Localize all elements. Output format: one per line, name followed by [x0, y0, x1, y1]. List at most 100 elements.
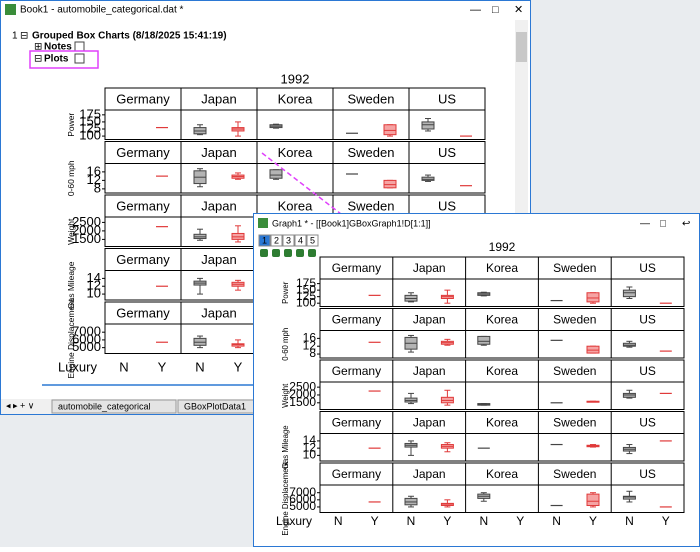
- link-arrow: [261, 152, 399, 259]
- group-label: Sweden: [553, 364, 596, 378]
- group-label: Sweden: [553, 416, 596, 430]
- close[interactable]: ✕: [514, 4, 523, 16]
- y-tick-label: 7000: [289, 485, 316, 499]
- x-tick-label: N: [195, 359, 204, 374]
- y-axis-label: Power: [66, 113, 76, 137]
- page-tab[interactable]: [270, 234, 283, 247]
- group-label: Japan: [201, 252, 236, 267]
- page-tab[interactable]: [294, 234, 307, 247]
- page-tab-label[interactable]: 1: [262, 235, 267, 245]
- y-tick-label: 6000: [289, 492, 316, 506]
- y-tick-label: 2500: [289, 379, 316, 393]
- group-label: Japan: [413, 364, 446, 378]
- group-label: Germany: [332, 261, 381, 275]
- page-tab-label[interactable]: 5: [310, 235, 315, 245]
- group-label: Korea: [486, 313, 518, 327]
- group-label: US: [639, 467, 656, 481]
- maximize[interactable]: □: [492, 4, 499, 16]
- group-label: Germany: [332, 467, 381, 481]
- layer-icons: [260, 249, 316, 257]
- page-tab[interactable]: [282, 234, 295, 247]
- tree-item[interactable]: Notes: [44, 42, 72, 53]
- page-tab[interactable]: [306, 234, 319, 247]
- y-axis-label: Weight: [281, 383, 290, 408]
- y-axis-label: 0-60 mph: [281, 328, 290, 361]
- box: [383, 124, 397, 136]
- y-tick-label: 150: [296, 282, 316, 296]
- minimize[interactable]: —: [640, 219, 650, 230]
- app-icon: [258, 218, 268, 228]
- y-axis-label: Gas Mileage: [281, 425, 290, 469]
- y-tick-label: 125: [296, 289, 316, 303]
- page-tab-label[interactable]: 2: [274, 235, 279, 245]
- y-tick-label: 1500: [72, 231, 101, 246]
- group-label: Germany: [332, 416, 381, 430]
- tree-toggle[interactable]: ⊟: [20, 31, 28, 42]
- dropdown[interactable]: [74, 53, 85, 64]
- layer-icon[interactable]: [296, 249, 304, 257]
- group-label: Japan: [201, 305, 236, 320]
- sheet-tab[interactable]: [51, 399, 177, 414]
- y-tick-label: 125: [79, 120, 101, 135]
- y-tick-label: 175: [296, 276, 316, 290]
- group-label: Japan: [413, 416, 446, 430]
- x-tick-label: N: [407, 514, 416, 528]
- layer-icon[interactable]: [284, 249, 292, 257]
- minimize[interactable]: —: [470, 4, 481, 16]
- group-label: US: [639, 364, 656, 378]
- box: [477, 335, 491, 345]
- title-bar: [1, 1, 530, 19]
- group-label: Japan: [201, 145, 236, 160]
- tree-toggle[interactable]: ⊟: [34, 54, 42, 65]
- page-tab-label[interactable]: 3: [286, 235, 291, 245]
- maximize[interactable]: □: [660, 219, 666, 230]
- window-title: Book1 - automobile_categorical.dat *: [20, 5, 184, 16]
- y-tick-label: 100: [79, 128, 101, 143]
- scroll-thumb[interactable]: [516, 32, 527, 62]
- group-label: Germany: [116, 91, 170, 106]
- window-title: Graph1 * - [[Book1]GBoxGraph1!D[1:1]]: [272, 218, 431, 228]
- layer-icon[interactable]: [308, 249, 316, 257]
- y-tick-label: 14: [303, 433, 317, 447]
- layer-icon[interactable]: [260, 249, 268, 257]
- y-tick-label: 16: [87, 163, 101, 178]
- x-tick-label: N: [625, 514, 634, 528]
- group-label: Japan: [413, 467, 446, 481]
- box: [383, 179, 397, 189]
- page-tab[interactable]: [258, 234, 271, 247]
- page-tab-label[interactable]: 4: [298, 235, 303, 245]
- group-label: Sweden: [348, 145, 395, 160]
- y-tick-label: 2000: [289, 387, 316, 401]
- box: [586, 493, 600, 507]
- y-tick-label: 10: [303, 448, 317, 462]
- group-label: Germany: [332, 364, 381, 378]
- sheet-tab-label[interactable]: GBoxPlotData1: [184, 401, 246, 411]
- sheet-tab-label[interactable]: automobile_categorical: [58, 401, 151, 411]
- box: [421, 176, 435, 181]
- group-label: US: [438, 91, 456, 106]
- x-tick-label: Y: [371, 514, 379, 528]
- x-tick-label: Y: [443, 514, 451, 528]
- y-tick-label: 16: [303, 331, 317, 345]
- tree-root: 1: [12, 31, 18, 42]
- x-tick-label: Y: [589, 514, 597, 528]
- graph-title: 1992: [489, 240, 516, 254]
- x-tick-label: Y: [234, 359, 243, 374]
- group-label: Japan: [413, 261, 446, 275]
- group-label: Japan: [413, 313, 446, 327]
- tree-toggle[interactable]: ⊞: [34, 42, 42, 53]
- group-label: Sweden: [348, 91, 395, 106]
- tree-title[interactable]: Grouped Box Charts (8/18/2025 15:41:19): [32, 31, 227, 42]
- app-icon: [5, 4, 16, 15]
- y-axis-label: Power: [281, 281, 290, 304]
- tab-nav[interactable]: ◂ ▸ + ∨: [6, 400, 34, 410]
- dropdown[interactable]: [74, 41, 85, 52]
- layer-icon[interactable]: [272, 249, 280, 257]
- y-tick-label: 7000: [72, 324, 101, 339]
- group-label: Korea: [486, 364, 518, 378]
- restore[interactable]: ↩: [682, 219, 690, 230]
- tree-item[interactable]: Plots: [44, 54, 69, 65]
- y-axis-label: 0-60 mph: [66, 160, 76, 196]
